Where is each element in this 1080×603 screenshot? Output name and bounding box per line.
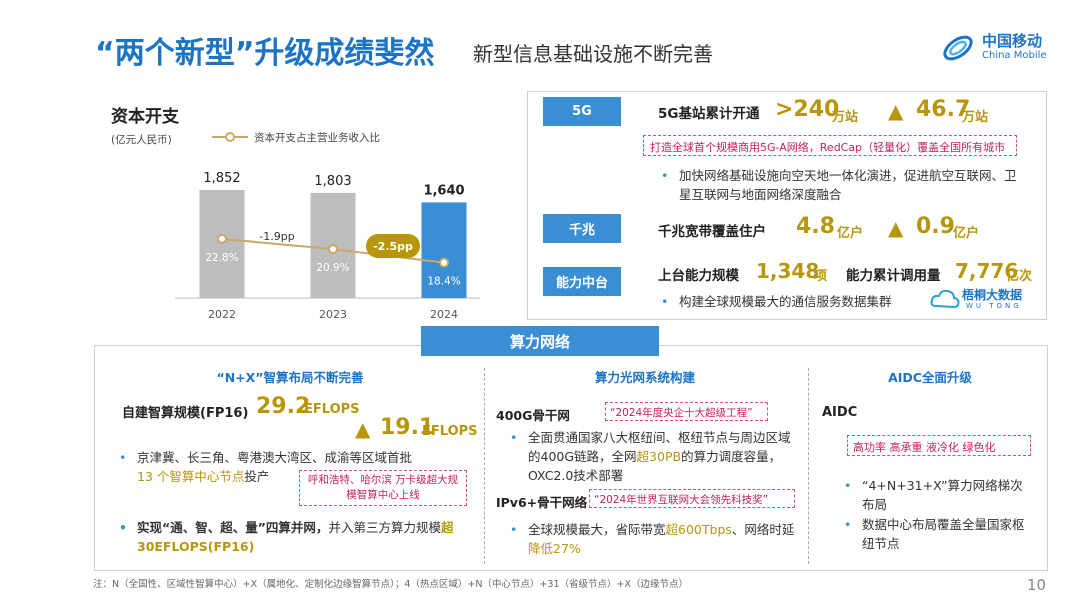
tick-2023: 2023	[319, 308, 347, 321]
ratio-point-2023	[328, 244, 338, 255]
5g-unit2: 万站	[962, 110, 989, 125]
col1-bullet1-text: 京津冀、长三角、粤港澳大湾区、成渝等区域首批	[137, 450, 413, 465]
page-number: 10	[1027, 576, 1047, 594]
page-subtitle: 新型信息基础设施不断完善	[473, 42, 713, 66]
col2-bullet2: 全球规模最大，省际带宽超600Tbps、网络时延降低27%	[510, 520, 798, 558]
col3-note: 高功率 高承重 液冷化 绿色化	[847, 435, 1031, 456]
col2-bullet2-a: 全球规模最大，省际带宽	[528, 522, 666, 537]
capability-value1: 1,348	[756, 259, 820, 283]
col2-note1: “2024年度央企十大超级工程”	[605, 402, 768, 421]
col1-unit2: EFLOPS	[422, 424, 478, 439]
bar-value-2024: 1,640	[423, 183, 464, 198]
col2-bullet2-b: 超600Tbps	[665, 522, 732, 537]
tick-2022: 2022	[208, 308, 236, 321]
tick-2024: 2024	[430, 308, 458, 321]
ratio-label-2022: 22.8%	[205, 252, 238, 264]
capex-unit: (亿元人民币)	[111, 134, 172, 146]
col2-bullet1: 全面贯通国家八大枢纽间、枢纽节点与周边区域的400G链路，全网超30PB的算力调…	[510, 428, 798, 485]
col1-bullet1-suffix: 投产	[244, 469, 270, 484]
col1-bullet2: 实现“通、智、超、量”四算并网，并入第三方算力规模超30EFLOPS(FP16)	[119, 518, 477, 556]
legend-label: 资本开支占主营业务收入比	[254, 132, 380, 144]
wutong-cn: 梧桐大数据	[962, 288, 1023, 302]
col3-bullet2: 数据中心布局覆盖全量国家枢纽节点	[844, 515, 1032, 553]
col2-title: 算力光网系统构建	[594, 370, 695, 385]
china-mobile-logo-icon	[943, 35, 973, 61]
col1-bullet1: 京津冀、长三角、粤港澳大湾区、成渝等区域首批 13 个智算中心节点投产	[119, 448, 467, 486]
col1-unit1: EFLOPS	[304, 402, 360, 417]
cloud-icon	[930, 289, 960, 309]
footnote: 注：N（全国性、区域性智算中心）+X（属地化、定制化边缘智算节点）；4（热点区域…	[93, 579, 688, 590]
col2-bullet1-c: 的算力调度容量，OXC2.0技术部署	[528, 449, 782, 483]
col2-bullet2-d: 降低27%	[528, 541, 581, 556]
col2-bullet1-b: 超30PB	[636, 449, 682, 464]
capability-label1: 上台能力规模	[658, 268, 739, 284]
col2-bullet1-a: 全面贯通国家八大枢纽间、枢纽节点与周边区域的400G链路，全网	[528, 430, 791, 464]
gigabit-label: 千兆宽带覆盖住户	[658, 224, 766, 240]
col2-label1: 400G骨干网	[496, 408, 570, 423]
capability-bullet: 构建全球规模最大的通信服务数据集群	[661, 292, 939, 311]
col1-bullet2-b: 并入第三方算力规模	[328, 520, 441, 535]
ratio-label-2023: 20.9%	[316, 262, 349, 274]
tag-5g: 5G	[543, 97, 621, 126]
gigabit-arrow-icon: ▲	[888, 216, 904, 240]
5g-note: 打造全球首个规模商用5G-A网络，RedCap（轻量化）覆盖全国所有城市	[643, 135, 1017, 156]
5g-unit1: 万站	[832, 110, 859, 125]
compute-banner: 算力网络	[421, 326, 659, 356]
logo-en-text: China Mobile	[982, 50, 1047, 61]
col1-value1: 29.2	[256, 394, 311, 419]
col3-label: AIDC	[822, 405, 858, 420]
5g-value2: 46.7	[916, 97, 971, 122]
col1-bullet2-c: 超30EFLOPS(FP16)	[137, 520, 454, 554]
change-label-2: -2.5pp	[373, 240, 413, 253]
logo-cn-text: 中国移动	[982, 32, 1043, 50]
infra-panel	[527, 91, 1047, 320]
gigabit-unit2: 亿户	[953, 226, 980, 241]
5g-label: 5G基站累计开通	[658, 106, 760, 122]
capability-unit2: 亿次	[1006, 269, 1033, 284]
5g-value1: >240	[775, 97, 840, 122]
col1-value2: 19.1	[380, 415, 435, 440]
gigabit-unit1: 亿户	[837, 226, 864, 241]
capability-unit1: 项	[814, 269, 828, 284]
bar-2024	[421, 202, 467, 298]
tag-gigabit: 千兆	[543, 214, 621, 243]
company-logo: 中国移动 China Mobile	[940, 26, 1060, 70]
page-title: “两个新型”升级成绩斐然	[95, 36, 435, 71]
capability-label2: 能力累计调用量	[846, 268, 941, 284]
col2-label2: IPv6+骨干网络	[496, 495, 588, 510]
bar-value-2022: 1,852	[203, 171, 240, 186]
gigabit-value1: 4.8	[796, 214, 835, 239]
divider-2	[808, 368, 809, 564]
ratio-label-2024: 18.4%	[427, 276, 460, 288]
col2-bullet2-c: 、网络时延	[731, 522, 795, 537]
wutong-en: WU TONG	[966, 302, 1022, 310]
wutong-logo: 梧桐大数据 WU TONG	[930, 286, 1030, 314]
tag-capability: 能力中台	[543, 267, 621, 296]
5g-arrow-icon: ▲	[888, 99, 904, 123]
col3-bullet1: “4+N+31+X”算力网络梯次布局	[844, 476, 1032, 514]
gigabit-value2: 0.9	[916, 214, 955, 239]
col1-note: 呼和浩特、哈尔滨 万卡级超大规模智算中心上线	[299, 470, 467, 506]
bar-2022	[199, 190, 245, 298]
col2-note2: “2024年世界互联网大会领先科技奖”	[589, 489, 795, 508]
legend-line-icon	[212, 132, 248, 142]
col1-bullet1-highlight: 13 个智算中心节点	[137, 469, 245, 484]
col1-arrow-icon: ▲	[355, 417, 371, 441]
divider-1	[484, 368, 485, 564]
col1-bullet2-a: 实现“通、智、超、量”四算并网，	[137, 520, 329, 535]
col1-label: 自建智算规模(FP16)	[122, 406, 249, 421]
ratio-point-2024	[439, 257, 449, 268]
ratio-point-2022	[217, 233, 227, 244]
col1-title: “N+X”智算布局不断完善	[216, 370, 364, 385]
capex-chart: 1,852 2022 1,803 2023 1,640 2024 22.8% 20.9% 18…	[175, 171, 480, 321]
capex-title: 资本开支	[111, 107, 179, 127]
5g-bullet: 加快网络基础设施向空天地一体化演进，促进航空互联网、卫星互联网与地面网络深度融合	[661, 166, 1024, 204]
col3-title: AIDC全面升级	[888, 370, 972, 385]
change-badge-2	[366, 234, 420, 258]
change-label-1: -1.9pp	[259, 230, 294, 243]
bar-value-2023: 1,803	[314, 174, 351, 189]
capability-value2: 7,776	[955, 259, 1019, 283]
